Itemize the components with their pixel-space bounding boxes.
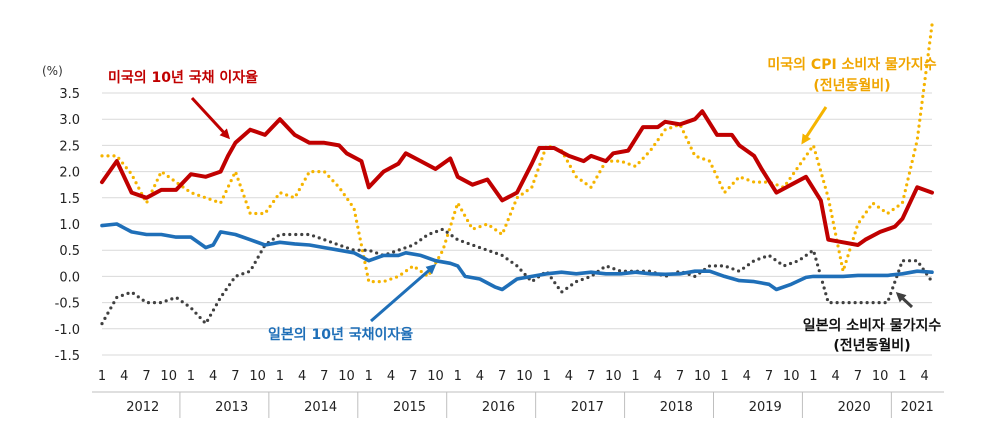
us-cpi-label-sub: (전년동월비): [813, 77, 890, 94]
us-yield-label: 미국의 10년 국채 이자율: [108, 69, 258, 86]
series-line-us-yield: [100, 109, 934, 247]
us-cpi-arrow: [801, 106, 828, 145]
series-line-jp-cpi: [100, 227, 934, 326]
series-line-us-cpi: [100, 23, 934, 284]
y-tick-label: -1.0: [55, 323, 80, 338]
x-tick-label: 1: [276, 369, 284, 384]
x-tick-label: 1: [365, 369, 373, 384]
x-tick-label: 1: [454, 369, 462, 384]
x-tick-label: 1: [631, 369, 639, 384]
x-tick-label: 4: [298, 369, 306, 384]
jp-cpi-arrow: [895, 291, 914, 309]
x-year-label: 2018: [660, 400, 693, 415]
x-tick-label: 10: [249, 369, 266, 384]
x-tick-label: 7: [142, 369, 150, 384]
x-tick-label: 1: [187, 369, 195, 384]
x-tick-label: 10: [783, 369, 800, 384]
series-lines: [100, 23, 934, 326]
y-tick-label: 2.5: [59, 139, 80, 154]
x-tick-label: 10: [872, 369, 889, 384]
x-tick-label: 4: [743, 369, 751, 384]
x-tick-label: 7: [409, 369, 417, 384]
x-tick-label: 4: [120, 369, 128, 384]
y-axis-ticks: 3.5 3.0 2.5 2.0 1.5 1.0 0.5 0.0 -0.5 -1.0 -1.5: [55, 87, 80, 364]
x-tick-label: 4: [209, 369, 217, 384]
y-tick-label: 1.5: [59, 192, 80, 207]
y-tick-label: 0.5: [59, 244, 80, 259]
grid: [102, 92, 932, 356]
us-cpi-label: 미국의 CPI 소비자 물가지수: [767, 56, 936, 73]
x-tick-label: 7: [854, 369, 862, 384]
jp-cpi-label: 일본의 소비자 물가지수: [803, 317, 942, 334]
us-yield-arrow: [190, 96, 231, 140]
x-year-label: 2019: [749, 400, 782, 415]
x-tick-label: 4: [832, 369, 840, 384]
x-tick-label: 7: [587, 369, 595, 384]
x-tick-label: 1: [543, 369, 551, 384]
y-tick-label: -1.5: [55, 349, 80, 364]
unit-label: (%): [42, 64, 63, 78]
x-tick-label: 10: [605, 369, 622, 384]
x-year-label: 2017: [571, 400, 604, 415]
jp-cpi-label-sub: (전년동월비): [833, 337, 910, 354]
x-tick-label: 4: [920, 369, 928, 384]
x-tick-label: 1: [809, 369, 817, 384]
jp-yield-label: 일본의 10년 국채이자율: [268, 326, 413, 343]
x-tick-label: 4: [387, 369, 395, 384]
x-year-label: 2012: [126, 400, 159, 415]
jp-yield-arrow: [370, 264, 437, 323]
x-tick-label: 4: [476, 369, 484, 384]
x-tick-label: 1: [898, 369, 906, 384]
y-tick-label: 3.5: [59, 87, 80, 102]
x-tick-label: 10: [694, 369, 711, 384]
x-year-label: 2016: [482, 400, 515, 415]
y-tick-label: -0.5: [55, 297, 80, 312]
x-tick-label: 10: [516, 369, 533, 384]
x-tick-label: 10: [427, 369, 444, 384]
x-tick-label: 10: [160, 369, 177, 384]
x-tick-label: 7: [676, 369, 684, 384]
x-tick-label: 4: [654, 369, 662, 384]
series-line-jp-yield: [100, 222, 934, 292]
x-tick-label: 7: [320, 369, 328, 384]
x-tick-label: 7: [231, 369, 239, 384]
y-tick-label: 1.0: [59, 218, 80, 233]
x-year-label: 2015: [393, 400, 426, 415]
x-tick-label: 10: [338, 369, 355, 384]
x-year-label: 2021: [901, 400, 934, 415]
x-tick-label: 4: [565, 369, 573, 384]
y-tick-label: 2.0: [59, 166, 80, 181]
x-tick-label: 7: [498, 369, 506, 384]
x-tick-label: 7: [765, 369, 773, 384]
x-year-label: 2020: [838, 400, 871, 415]
x-year-label: 2013: [215, 400, 248, 415]
x-tick-label: 1: [98, 369, 106, 384]
y-tick-label: 3.0: [59, 113, 80, 128]
x-tick-label: 1: [720, 369, 728, 384]
x-year-label: 2014: [304, 400, 337, 415]
y-tick-label: 0.0: [59, 270, 80, 285]
